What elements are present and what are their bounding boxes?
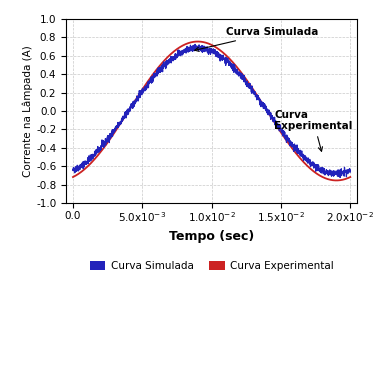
- Legend: Curva Simulada, Curva Experimental: Curva Simulada, Curva Experimental: [86, 256, 338, 275]
- Text: Curva Simulada: Curva Simulada: [195, 27, 318, 51]
- Text: Curva
Experimental: Curva Experimental: [274, 110, 352, 151]
- X-axis label: Tempo (sec): Tempo (sec): [169, 230, 254, 243]
- Y-axis label: Corrente na Lâmpada (A): Corrente na Lâmpada (A): [23, 45, 33, 177]
